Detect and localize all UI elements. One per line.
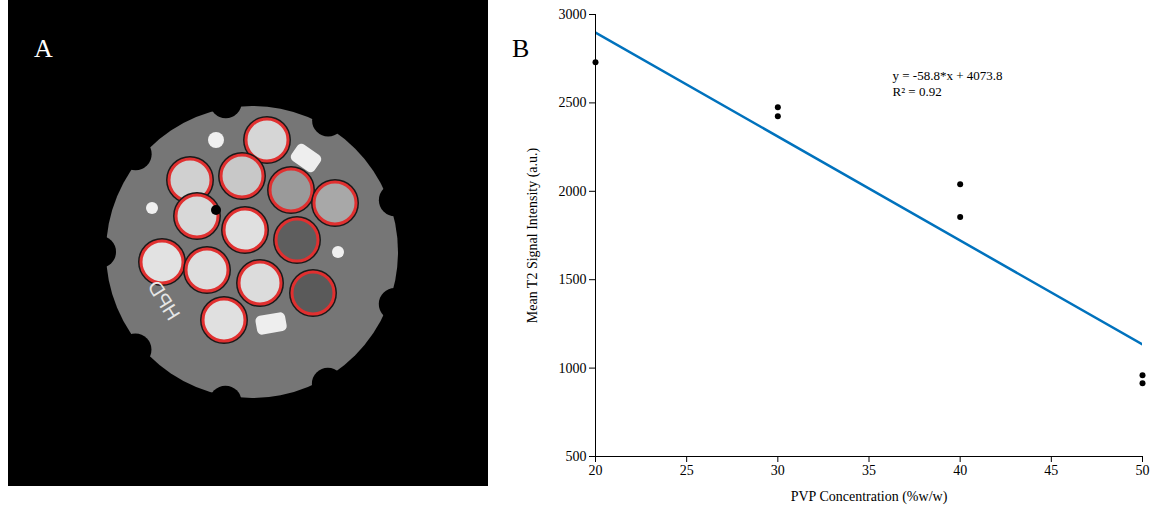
html-text:A: A xyxy=(34,34,53,63)
svg-text:500: 500 xyxy=(566,449,587,464)
svg-text:R² = 0.92: R² = 0.92 xyxy=(893,84,942,99)
svg-text:2500: 2500 xyxy=(559,95,587,110)
svg-text:35: 35 xyxy=(862,463,876,478)
svg-text:20: 20 xyxy=(589,463,603,478)
svg-text:PVP Concentration (%w/w): PVP Concentration (%w/w) xyxy=(791,489,948,505)
svg-text:2000: 2000 xyxy=(559,184,587,199)
svg-text:50: 50 xyxy=(1136,463,1150,478)
svg-text:1000: 1000 xyxy=(559,361,587,376)
svg-text:y = -58.8*x + 4073.8: y = -58.8*x + 4073.8 xyxy=(893,68,1003,83)
svg-text:HPD: HPD xyxy=(143,277,184,324)
svg-text:1500: 1500 xyxy=(559,272,587,287)
svg-text:40: 40 xyxy=(953,463,967,478)
svg-text:45: 45 xyxy=(1044,463,1058,478)
svg-text:Mean T2 Signal Intensity (a.u.: Mean T2 Signal Intensity (a.u.) xyxy=(525,147,541,323)
svg-text:3000: 3000 xyxy=(559,7,587,22)
html-text:B: B xyxy=(512,34,530,63)
svg-text:30: 30 xyxy=(771,463,785,478)
svg-text:25: 25 xyxy=(680,463,694,478)
